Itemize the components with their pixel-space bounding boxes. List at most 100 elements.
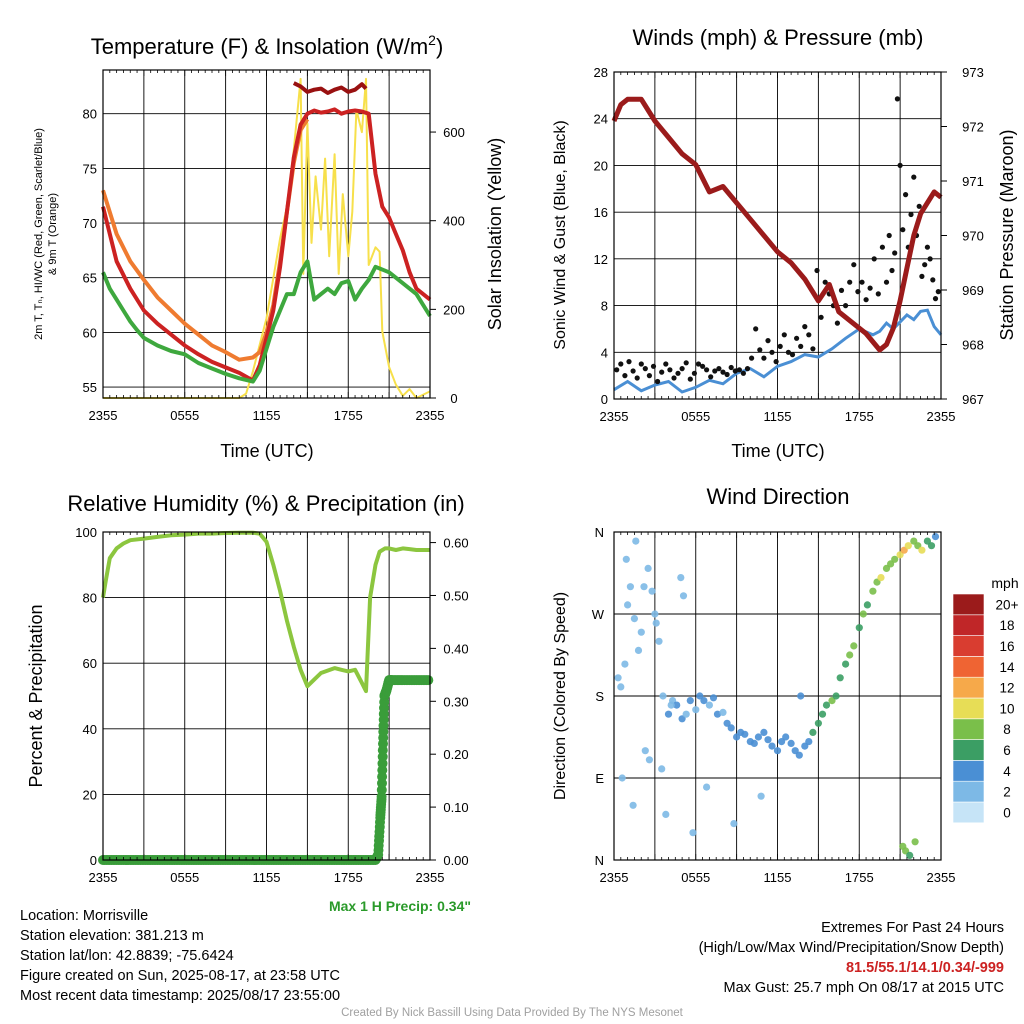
direction-point (828, 697, 836, 705)
direction-point (931, 533, 940, 541)
direction-point (730, 820, 738, 828)
y-right-tick-label: 0.60 (443, 536, 468, 551)
colorbar-cell (952, 593, 985, 616)
direction-point (622, 555, 630, 563)
gust-point (646, 373, 653, 379)
gust-point (744, 366, 751, 372)
x-tick-label: 2355 (416, 408, 445, 423)
gust-point (614, 367, 620, 373)
direction-point (795, 751, 803, 759)
gust-point (785, 349, 792, 355)
direction-point (617, 683, 625, 691)
gust-point (769, 349, 775, 355)
colorbar-cell (952, 739, 985, 761)
gust-point (883, 279, 890, 285)
direction-point (648, 587, 656, 595)
gust-point (818, 314, 824, 320)
y-tick-label: 8 (601, 299, 608, 314)
gust-point (740, 370, 747, 376)
colorbar-label: 4 (1003, 764, 1011, 779)
direction-point (869, 587, 877, 595)
direction-point (773, 747, 782, 755)
gust-point (886, 232, 892, 239)
gust-point (777, 343, 783, 349)
direction-point (618, 774, 626, 782)
winds-series (611, 96, 943, 394)
y-tick-label: 60 (83, 656, 97, 671)
temperature-series (101, 77, 432, 399)
direction-point (911, 838, 919, 846)
colorbar-cell (952, 718, 985, 740)
colorbar-cell (952, 676, 985, 699)
gust-point (919, 273, 925, 279)
wind-direction-panel: Wind Direction 2355 0555 1155 1755 2355 N E S W N… (552, 484, 1019, 885)
y-right-tick-label: 0.30 (443, 694, 468, 709)
gust-point (630, 368, 636, 374)
gust-point (894, 96, 901, 102)
x-tick-label: 1155 (253, 408, 281, 423)
direction-point (768, 742, 776, 750)
y-tick-label: 80 (83, 107, 97, 122)
hi-line (292, 81, 368, 95)
colorbar-label: 12 (999, 681, 1014, 696)
direction-point (705, 701, 714, 709)
humidity-ylabel-left: Percent & Precipitation (26, 604, 46, 787)
y-tick-label: 100 (75, 525, 97, 540)
x-tick-label: 1755 (845, 870, 874, 885)
y-right-tick-label: 967 (962, 392, 984, 407)
colorbar-label: 2 (1003, 785, 1011, 800)
direction-point (778, 738, 786, 746)
gust-point (867, 285, 873, 291)
direction-point (689, 829, 697, 837)
td-line (101, 259, 432, 384)
colorbar-label: 16 (999, 639, 1014, 654)
humidity-series (98, 530, 434, 865)
gust-point (916, 203, 922, 209)
y-tick-label: 0 (90, 853, 97, 868)
gust-point (875, 291, 881, 297)
gust-point (794, 335, 800, 341)
colorbar-cell (952, 760, 985, 782)
gust-point (927, 256, 933, 262)
direction-point (662, 810, 670, 819)
gust-point (834, 320, 841, 326)
direction-point (850, 642, 858, 650)
x-tick-label: 1155 (253, 870, 281, 885)
gust-point (757, 347, 763, 353)
direction-point (640, 583, 648, 591)
winds-ticks: 2355 0555 1155 1755 2355 0 4 8 12 16 20 24 28 967 968 9… (594, 65, 984, 424)
temperature-ticks: 2355 0555 1155 1755 2355 55 60 65 70 75 80 0 200 400 6… (83, 70, 465, 423)
gust-point (716, 366, 722, 372)
y-right-tick-label: 0.20 (443, 747, 468, 762)
humidity-line (101, 530, 430, 694)
gust-point (695, 361, 702, 367)
direction-point (713, 710, 722, 718)
max-gust-text: Max Gust: 25.7 mph On 08/17 at 2015 UTC (723, 980, 1004, 996)
direction-point (757, 792, 765, 800)
humidity-ticks: 2355 0555 1155 1755 2355 0 20 40 60 80 100 0.00 0.10… (75, 525, 468, 885)
gust-point (667, 367, 673, 373)
temperature-ylabel-right: Solar Insolation (Yellow) (485, 138, 505, 330)
temperature-grid (103, 70, 430, 398)
direction-point (818, 710, 827, 718)
direction-point (918, 546, 926, 554)
gust-point (911, 174, 917, 180)
gust-point (749, 355, 755, 361)
direction-point (624, 601, 632, 609)
elevation-text: Station elevation: 381.213 m (20, 928, 204, 944)
gust-point (908, 211, 914, 218)
gust-point (897, 162, 903, 168)
colorbar-label: 20+ (996, 597, 1019, 612)
direction-point (832, 692, 840, 700)
direction-point (696, 692, 704, 700)
gust-point (659, 369, 665, 375)
y-tick-label: 28 (594, 65, 608, 80)
y-tick-label: 65 (83, 271, 97, 286)
y-tick-label: 20 (594, 158, 608, 173)
colorbar-cell (952, 697, 985, 720)
gust-point (843, 303, 849, 309)
direction-point (723, 719, 731, 727)
latlon-text: Station lat/lon: 42.8839; -75.6424 (20, 948, 234, 964)
y-tick-label: 0 (601, 392, 608, 407)
gust-point (859, 279, 865, 285)
